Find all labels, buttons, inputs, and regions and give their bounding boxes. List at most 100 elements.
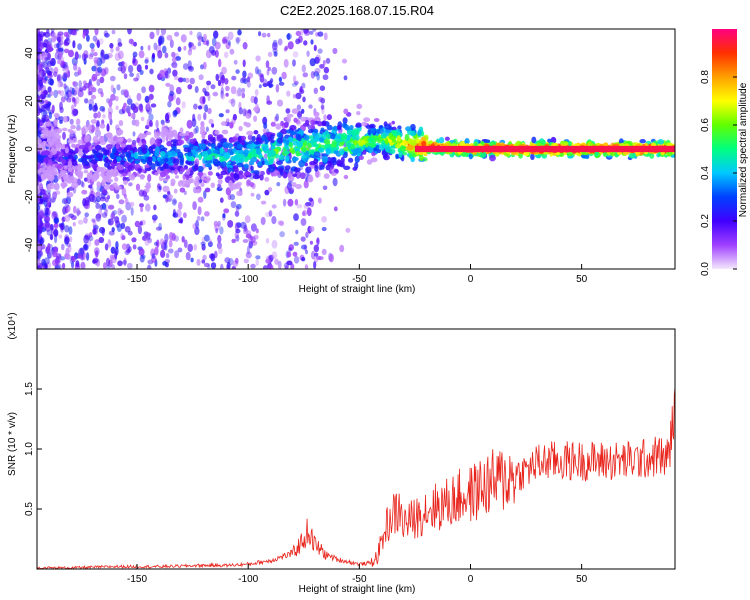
- heatmap-cell: [150, 103, 157, 108]
- heatmap-cell: [47, 243, 51, 250]
- heatmap-cell: [226, 261, 231, 269]
- heatmap-cell: [206, 80, 212, 86]
- heatmap-cell: [284, 155, 290, 162]
- heatmap-cell: [376, 136, 383, 144]
- spectrogram-x-ticks: -150 -100 -50 0 50: [127, 264, 588, 285]
- heatmap-cell: [132, 55, 136, 64]
- heatmap-cell: [49, 91, 54, 96]
- heatmap-cell: [171, 198, 177, 206]
- heatmap-cell: [59, 169, 67, 174]
- heatmap-cell: [139, 203, 144, 208]
- heatmap-cell: [320, 104, 325, 110]
- heatmap-cell: [60, 181, 68, 188]
- heatmap-cell: [198, 154, 202, 161]
- heatmap-cell: [43, 164, 48, 169]
- heatmap-cell: [203, 33, 207, 42]
- heatmap-cell: [63, 165, 68, 170]
- heatmap-cell: [160, 29, 167, 35]
- heatmap-cell: [154, 150, 160, 157]
- heatmap-cell: [55, 146, 61, 152]
- heatmap-cell: [368, 147, 373, 154]
- heatmap-cell: [243, 171, 251, 176]
- heatmap-cell: [89, 42, 95, 49]
- heatmap-cell: [48, 111, 53, 120]
- heatmap-cell: [188, 65, 195, 72]
- heatmap-cell: [291, 148, 296, 155]
- heatmap-cell: [126, 98, 133, 105]
- heatmap-cell: [54, 51, 60, 60]
- heatmap-cell: [235, 69, 240, 74]
- heatmap-cell: [151, 214, 158, 221]
- heatmap-cell: [237, 29, 242, 36]
- heatmap-cell: [594, 151, 599, 157]
- snr-x-ticks: -150 -100 -50 0 50: [127, 564, 588, 585]
- heatmap-cell: [52, 211, 58, 218]
- heatmap-cell: [289, 124, 297, 131]
- heatmap-cell: [380, 132, 387, 139]
- heatmap-cell: [234, 222, 240, 232]
- heatmap-cell: [301, 257, 306, 262]
- heatmap-cell: [177, 46, 182, 52]
- heatmap-cell: [203, 190, 207, 199]
- heatmap-cell: [230, 201, 237, 209]
- heatmap-cell: [105, 257, 111, 267]
- heatmap-cell: [323, 66, 330, 74]
- heatmap-cell: [211, 49, 217, 56]
- heatmap-cell: [89, 52, 94, 58]
- heatmap-cell: [299, 86, 303, 93]
- heatmap-cell: [202, 254, 207, 261]
- heatmap-cell: [77, 66, 82, 76]
- heatmap-cell: [108, 98, 113, 108]
- heatmap-cell: [48, 67, 54, 75]
- heatmap-cell: [195, 176, 201, 181]
- heatmap-cell: [295, 30, 302, 37]
- heatmap-cell: [45, 93, 51, 98]
- heatmap-cell: [255, 228, 259, 234]
- heatmap-cell: [151, 52, 156, 59]
- heatmap-cell: [59, 223, 64, 231]
- heatmap-cell: [342, 146, 350, 151]
- heatmap-cell: [294, 199, 299, 206]
- heatmap-cell: [135, 183, 141, 191]
- heatmap-cell: [193, 244, 197, 251]
- heatmap-cell: [358, 155, 364, 161]
- heatmap-cell: [64, 147, 69, 154]
- heatmap-cell: [172, 233, 176, 241]
- heatmap-cell: [195, 125, 199, 134]
- heatmap-cell: [94, 144, 102, 151]
- heatmap-cell: [46, 165, 53, 173]
- heatmap-cell: [314, 252, 319, 257]
- heatmap-cell: [84, 212, 89, 218]
- y-tick-label: 20: [24, 95, 35, 107]
- heatmap-cell: [395, 143, 401, 149]
- heatmap-cell: [65, 31, 71, 38]
- heatmap-cell: [70, 29, 77, 36]
- heatmap-cell: [275, 84, 280, 93]
- heatmap-cell: [63, 48, 70, 54]
- heatmap-cell: [352, 134, 357, 141]
- heatmap-cell: [136, 64, 142, 73]
- heatmap-cell: [362, 149, 367, 155]
- heatmap-cell: [92, 135, 99, 143]
- heatmap-cell: [324, 138, 331, 146]
- heatmap-cell: [101, 212, 108, 219]
- heatmap-cell: [39, 167, 46, 173]
- heatmap-cell: [107, 106, 113, 115]
- heatmap-cell: [75, 127, 81, 131]
- heatmap-cell: [121, 235, 126, 241]
- heatmap-cell: [94, 126, 100, 132]
- heatmap-cell: [313, 151, 321, 158]
- heatmap-cell: [217, 234, 222, 244]
- heatmap-cell: [123, 73, 128, 80]
- heatmap-cell: [187, 151, 193, 157]
- heatmap-cell: [313, 71, 320, 77]
- heatmap-cell: [309, 240, 313, 245]
- y-tick-label: -40: [24, 237, 35, 252]
- heatmap-cell: [275, 113, 280, 122]
- heatmap-cell: [59, 81, 64, 88]
- heatmap-cell: [155, 138, 161, 145]
- heatmap-cell: [187, 243, 193, 253]
- heatmap-cell: [282, 171, 288, 179]
- heatmap-cell: [303, 29, 309, 34]
- heatmap-cell: [405, 126, 412, 132]
